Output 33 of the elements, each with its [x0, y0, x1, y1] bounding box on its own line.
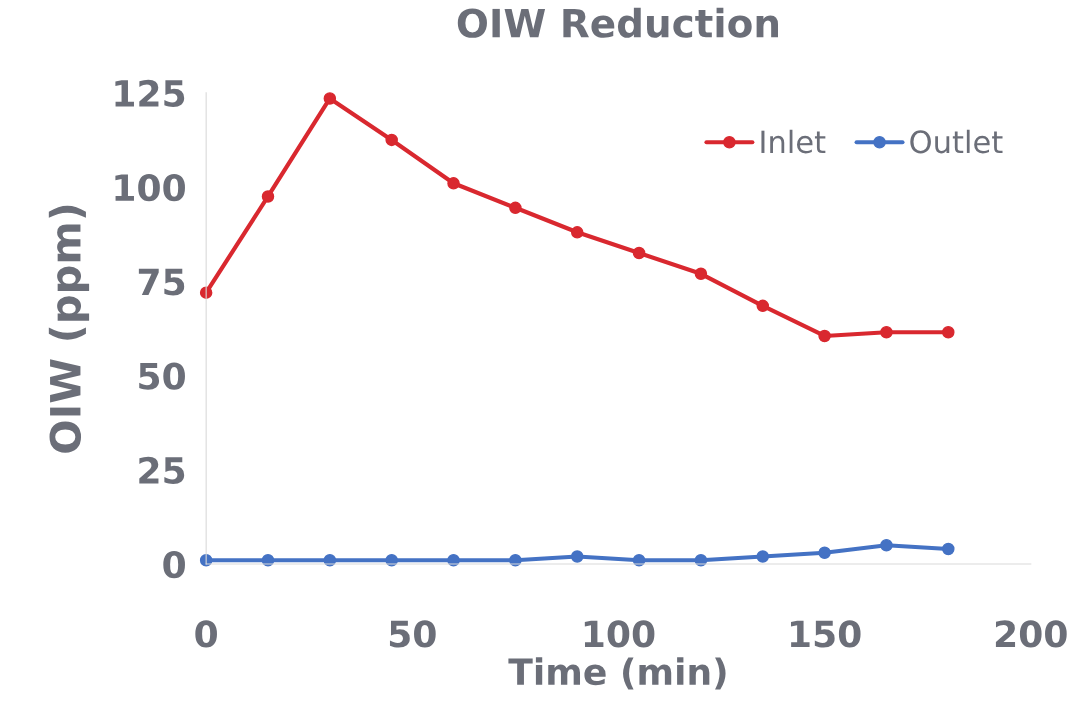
y-tick-label: 75 [138, 268, 185, 296]
x-tick-label: 200 [995, 620, 1067, 648]
y-tick-label: 100 [115, 173, 185, 202]
point [570, 550, 584, 563]
y-tick-label: 0 [163, 550, 185, 579]
point [385, 133, 398, 147]
point [756, 299, 770, 313]
point [323, 92, 337, 105]
point [756, 550, 770, 563]
x-axis-title: Time (min) [508, 657, 726, 690]
y-tick-label: 50 [139, 362, 185, 390]
point [818, 329, 831, 343]
point [447, 177, 460, 190]
point [570, 226, 584, 239]
y-axis-title: OIW (ppm) [48, 205, 90, 453]
point [509, 201, 522, 215]
point [261, 190, 275, 203]
y-tick-label: 25 [139, 456, 185, 485]
x-tick-label: 150 [790, 620, 861, 648]
point [880, 325, 893, 339]
point [632, 246, 646, 260]
point [942, 542, 955, 556]
point [880, 538, 893, 552]
x-tick-label: 0 [195, 620, 217, 648]
point [942, 325, 955, 339]
legend-label: Outlet [910, 129, 1003, 154]
point [694, 267, 708, 281]
x-tick-label: 50 [389, 620, 436, 648]
legend-label: Inlet [761, 129, 826, 154]
y-tick-label: 125 [115, 79, 185, 108]
x-tick-label: 100 [584, 620, 655, 648]
point [818, 546, 831, 560]
chart-title: OIW Reduction [457, 7, 778, 38]
